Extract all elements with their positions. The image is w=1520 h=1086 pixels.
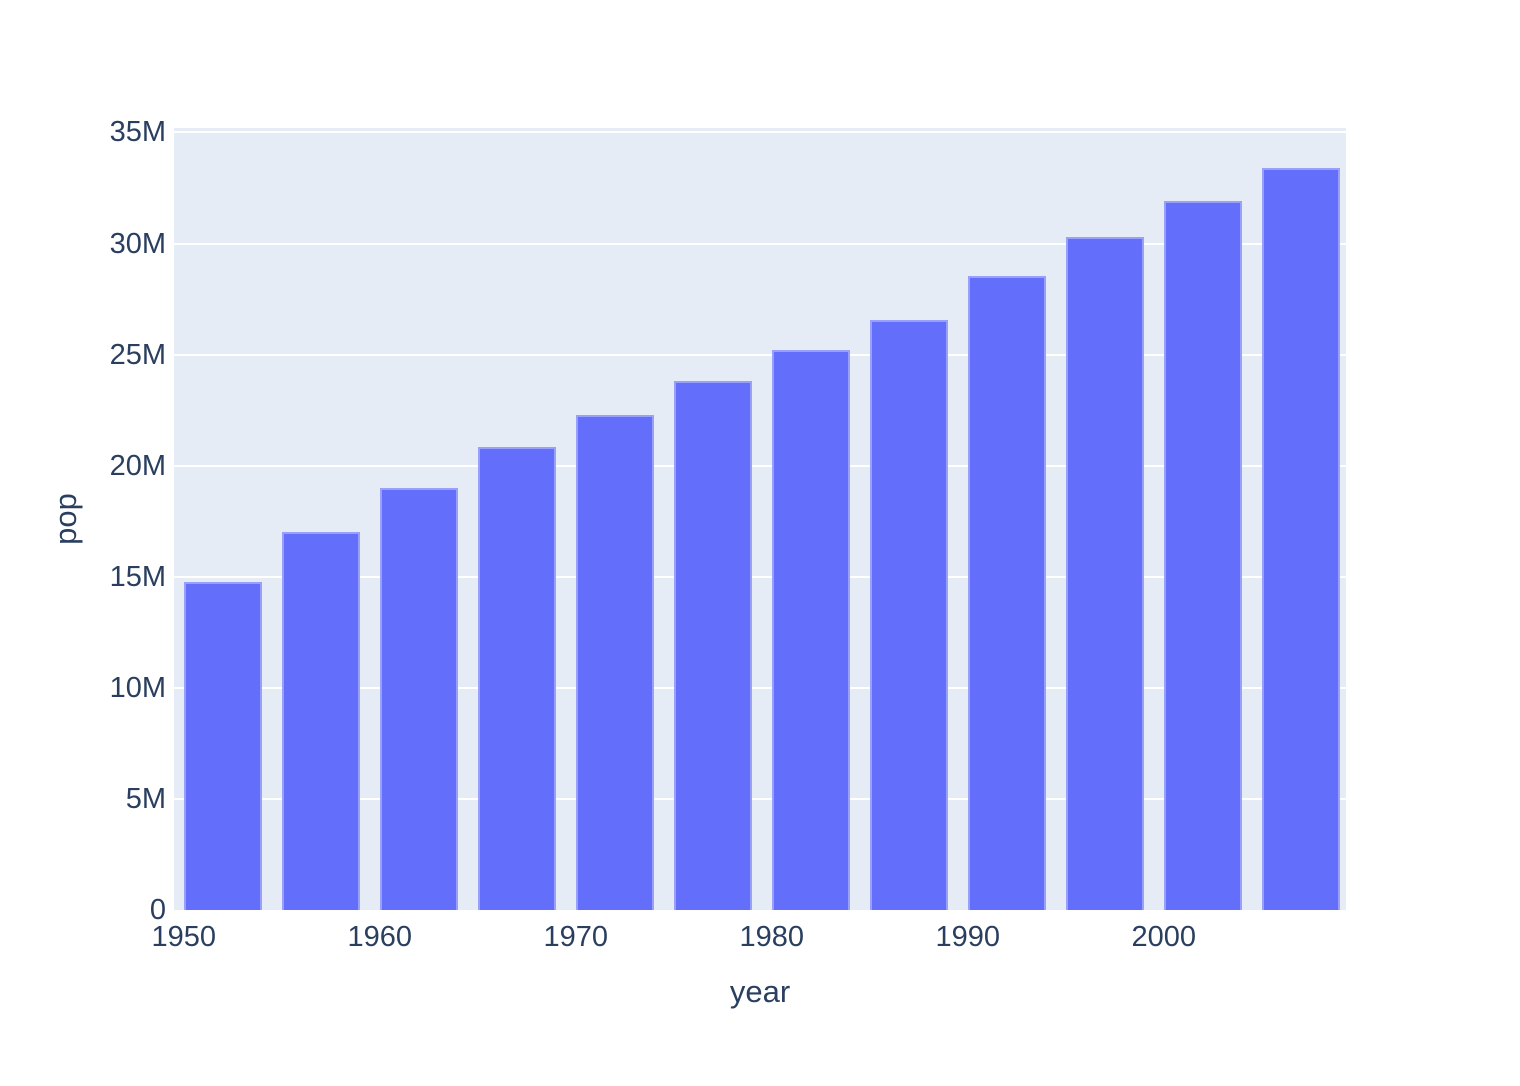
gridline-y-30M — [174, 242, 1346, 245]
bar-1987[interactable] — [869, 320, 949, 910]
x-tick-label-1960: 1960 — [347, 921, 413, 953]
bar-1957[interactable] — [281, 532, 361, 910]
y-tick-label-5M: 5M — [125, 782, 166, 815]
bar-1972[interactable] — [575, 414, 655, 910]
bar-1992[interactable] — [967, 276, 1047, 910]
y-tick-label-35M: 35M — [109, 116, 166, 149]
gridline-y-15M — [174, 575, 1346, 578]
x-tick-label-2000: 2000 — [1131, 921, 1196, 953]
bar-1952[interactable] — [183, 581, 263, 910]
y-tick-label-20M: 20M — [109, 449, 166, 482]
x-tick-label-1950: 1950 — [151, 921, 217, 953]
gridline-y-5M — [174, 797, 1346, 800]
gridline-y-35M — [174, 131, 1346, 134]
y-tick-label-0: 0 — [149, 894, 166, 926]
bar-2007[interactable] — [1261, 168, 1341, 910]
gridline-y-20M — [174, 464, 1346, 467]
bar-1997[interactable] — [1065, 236, 1145, 910]
gridline-y-25M — [174, 353, 1346, 356]
bar-1977[interactable] — [673, 381, 753, 910]
bar-1982[interactable] — [771, 350, 851, 910]
x-tick-label-1970: 1970 — [543, 921, 609, 953]
bar-2002[interactable] — [1163, 201, 1243, 910]
y-axis-title: pop — [48, 493, 83, 545]
x-tick-label-1980: 1980 — [739, 921, 804, 953]
bar-1962[interactable] — [379, 488, 459, 910]
y-tick-label-15M: 15M — [109, 560, 166, 593]
x-tick-label-1990: 1990 — [935, 921, 1000, 953]
y-tick-label-25M: 25M — [109, 338, 166, 371]
plot-area — [174, 128, 1346, 910]
y-tick-label-10M: 10M — [109, 671, 166, 704]
gridline-y-10M — [174, 686, 1346, 689]
x-axis-title: year — [729, 974, 791, 1009]
y-tick-label-30M: 30M — [109, 227, 166, 260]
bar-1967[interactable] — [477, 447, 557, 910]
